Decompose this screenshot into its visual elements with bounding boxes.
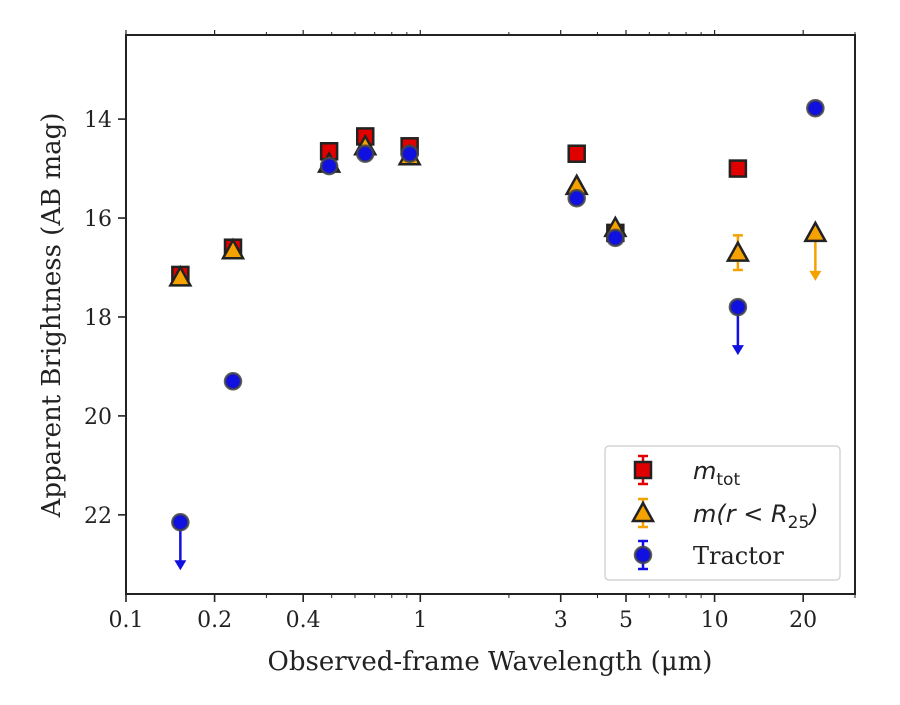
marker-circle [728, 297, 748, 317]
x-tick-label: 3 [554, 608, 568, 633]
legend-label: mtot [693, 457, 740, 490]
marker-triangle [168, 264, 193, 287]
marker-square [633, 460, 653, 480]
plot-frame [125, 34, 856, 595]
y-tick-label: 14 [84, 108, 112, 133]
x-tick-label: 5 [619, 608, 633, 633]
x-axis-label: Observed-frame Wavelength (μm) [268, 647, 713, 677]
marker-circle [319, 156, 339, 176]
marker-circle [171, 513, 190, 532]
legend-entry: Tractor [633, 539, 784, 571]
marker-square [567, 144, 586, 163]
marker-triangle [725, 240, 751, 262]
legend-entry: m(r < R25) [630, 497, 819, 533]
y-tick-label: 18 [84, 306, 112, 331]
series-square [171, 127, 748, 285]
legend-entry: mtot [633, 454, 740, 490]
data-point [728, 297, 748, 356]
marker-circle [633, 545, 653, 565]
data-point [806, 98, 825, 118]
x-tick-label: 0.1 [109, 608, 144, 633]
data-point [725, 234, 751, 272]
legend-box [604, 445, 841, 581]
y-axis-label: Apparent Brightness (AB mag) [37, 113, 67, 519]
marker-circle [223, 372, 243, 391]
marker-circle [806, 98, 825, 118]
y-tick-label: 16 [84, 207, 112, 232]
points-layer [168, 98, 828, 571]
y-tick-label: 22 [84, 504, 112, 529]
x-tick-label: 1 [413, 608, 427, 633]
data-point [606, 228, 625, 248]
marker-square [728, 159, 748, 178]
data-point [567, 144, 586, 163]
x-tick-label: 0.2 [197, 608, 232, 633]
marker-triangle [630, 500, 656, 523]
marker-triangle [803, 220, 828, 243]
data-point [803, 220, 828, 281]
upper-limit-arrowhead [174, 560, 187, 571]
x-tick-label: 20 [789, 608, 817, 633]
data-point [171, 513, 190, 571]
data-point [567, 188, 586, 208]
marker-circle [567, 188, 586, 208]
legend: mtot m(r < R25) Tractor [604, 445, 841, 581]
data-point [728, 159, 748, 178]
upper-limit-arrowhead [809, 270, 822, 281]
x-tick-label: 10 [701, 608, 729, 633]
y-tick-label: 20 [84, 405, 112, 430]
series-circle [171, 98, 825, 571]
data-point [319, 156, 339, 176]
data-point [168, 264, 193, 287]
legend-label: Tractor [693, 542, 784, 570]
marker-circle [606, 228, 625, 248]
marker-circle [400, 144, 419, 163]
data-point [355, 144, 375, 163]
data-point [400, 144, 419, 163]
upper-limit-arrowhead [731, 345, 744, 356]
data-point [223, 372, 243, 391]
ticks-layer: 0.1 0.2 0.4 1 3 5 10 20 14 16 18 20 22 [84, 30, 856, 633]
x-tick-label: 0.4 [286, 608, 321, 633]
series-triangle [168, 133, 828, 287]
marker-circle [355, 144, 375, 163]
marker-triangle [220, 237, 246, 260]
legend-label: m(r < R25) [693, 500, 819, 533]
data-point [220, 237, 246, 260]
